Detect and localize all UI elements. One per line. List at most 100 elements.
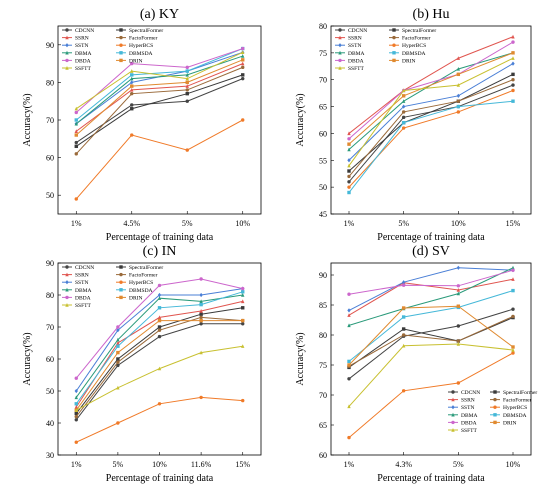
data-point-cdcnn: [116, 363, 120, 368]
data-point-ssrn: [241, 299, 245, 304]
series-line-factoformer: [348, 315, 514, 367]
legend-label: DBDA: [461, 420, 477, 426]
legend-item-ssrn: SSRN: [335, 35, 362, 42]
legend-marker: [65, 287, 69, 292]
chart-title: (c) IN: [143, 244, 177, 259]
series-dbmsda: [74, 290, 245, 406]
data-point-factoformer: [157, 328, 162, 332]
data-point-factoformer: [74, 152, 78, 156]
legend-marker: [119, 43, 123, 47]
legend-item-sstn: SSTN: [448, 405, 474, 411]
legend-label: SSFTT: [461, 428, 478, 434]
data-point-spectralformer: [241, 306, 245, 310]
data-point-ssftt: [401, 88, 406, 93]
data-point-dbma: [74, 121, 78, 126]
chart-panel-2: (b) Hu 45 50 55 60 65 70 75 80 1% 5% 10% 15% Percenta…: [295, 7, 532, 243]
y-tick-label: 90: [46, 259, 54, 268]
legend-label: DBMSDA: [129, 288, 153, 294]
data-point-hyperbcs: [401, 389, 406, 393]
legend-label: FactoFormer: [129, 273, 158, 279]
series-dbmsda: [347, 288, 515, 364]
data-point-ssftt: [511, 56, 515, 60]
series-line-hyperbcs: [348, 352, 514, 438]
series-ssrn: [74, 61, 245, 133]
data-point-ssrn: [456, 288, 461, 292]
legend-item-hyperbcs: HyperBCS: [116, 43, 153, 49]
y-tick-label: 60: [319, 451, 327, 460]
legend-item-spectralformer: SpectralFormer: [389, 28, 436, 34]
y-tick-label: 65: [319, 103, 327, 112]
series-sstn: [347, 265, 515, 313]
legend-label: HyperBCS: [402, 43, 426, 49]
legend-marker: [338, 66, 342, 70]
series-line-factoformer: [75, 66, 243, 155]
data-point-spectralformer: [511, 72, 515, 77]
legend-label: SSRN: [461, 398, 475, 404]
legend-label: SSTN: [461, 405, 474, 411]
legend-label: DRIN: [503, 420, 516, 426]
data-point-dbma: [456, 66, 461, 71]
series-spectralformer: [74, 306, 245, 416]
series-line-drin: [75, 59, 243, 136]
series-cdcnn: [74, 322, 245, 422]
legend-item-dbda: DBDA: [448, 420, 477, 426]
series-line-ssftt: [348, 343, 514, 407]
x-tick-label: 4.5%: [123, 219, 140, 228]
legend-item-ssftt: SSFTT: [335, 66, 365, 72]
x-axis-label: Percentage of training data: [377, 232, 485, 243]
data-point-ssftt: [241, 344, 245, 348]
series-line-ssrn: [75, 63, 243, 132]
data-point-ssrn: [130, 87, 134, 92]
legend-item-cdcnn: CDCNN: [62, 265, 94, 271]
data-point-cdcnn: [74, 140, 78, 145]
chart-panel-4: (d) SV 60 65 70 75 80 85 90 1% 4.3% 5% 10% Percentag…: [295, 244, 537, 484]
data-point-cdcnn: [511, 83, 515, 87]
legend-label: DBMSDA: [402, 51, 426, 57]
data-point-dbmsda: [241, 290, 245, 294]
y-tick-label: 80: [46, 78, 54, 87]
legend-label: SSFTT: [75, 66, 92, 72]
legend-item-factoformer: FactoFormer: [389, 36, 431, 42]
data-point-ssrn: [347, 131, 351, 136]
legend-label: FactoFormer: [129, 36, 158, 42]
data-point-dbda: [116, 325, 120, 329]
data-point-sstn: [347, 158, 351, 163]
x-axis-label: Percentage of training data: [377, 473, 485, 484]
y-tick-label: 75: [319, 49, 327, 58]
chart-panel-3: (c) IN 30 40 50 60 70 80 90 1% 5% 10% 11.6% 15% Perce…: [22, 244, 262, 484]
series-sstn: [74, 286, 245, 394]
legend-marker: [119, 295, 123, 300]
y-tick-label: 75: [319, 361, 327, 370]
data-point-dbma: [157, 296, 162, 300]
data-point-factoformer: [199, 315, 203, 320]
series-line-dbmsda: [348, 290, 514, 362]
x-tick-label: 5%: [182, 219, 193, 228]
legend-item-sstn: SSTN: [62, 280, 88, 286]
legend: CDCNN SpectralFormer SSRN FactoFormer SSTN Hy…: [62, 28, 163, 72]
data-point-drin: [157, 318, 162, 323]
legend-marker: [392, 51, 396, 55]
data-point-drin: [74, 133, 78, 137]
legend-marker: [119, 58, 123, 63]
x-tick-label: 5%: [113, 460, 124, 469]
series-line-spectralformer: [75, 74, 243, 147]
data-point-sstn: [157, 292, 162, 298]
series-hyperbcs: [347, 351, 515, 440]
legend-item-hyperbcs: HyperBCS: [490, 405, 527, 411]
series-line-ssrn: [348, 278, 514, 316]
plot-frame: [330, 262, 532, 456]
data-point-factoformer: [456, 339, 461, 343]
legend-label: HyperBCS: [129, 43, 153, 49]
legend-marker: [65, 265, 69, 269]
data-point-factoformer: [347, 174, 351, 179]
data-point-dbma: [185, 72, 189, 77]
y-tick-label: 90: [46, 41, 54, 50]
legend-item-ssrn: SSRN: [62, 272, 89, 279]
series-factoformer: [347, 78, 515, 179]
x-tick-label: 10%: [152, 460, 167, 469]
data-point-drin: [130, 84, 134, 88]
series-ssftt: [347, 56, 515, 168]
legend-marker: [493, 397, 497, 402]
data-point-spectralformer: [157, 325, 162, 329]
